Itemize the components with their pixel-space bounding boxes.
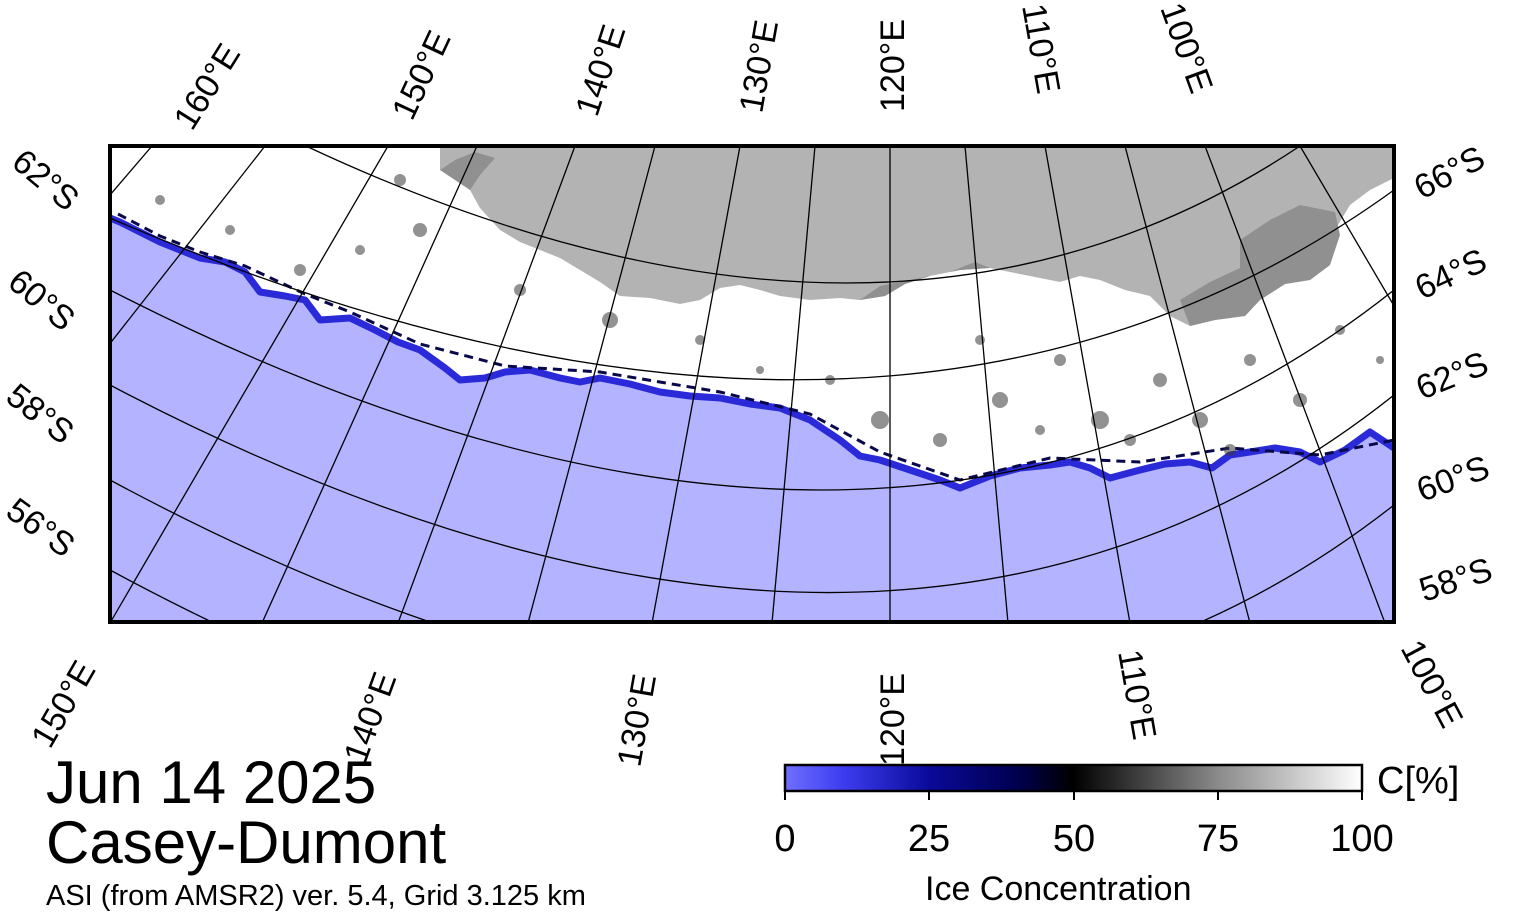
lon-line-100E <box>1204 146 1386 622</box>
colorbar-tick-label: 0 <box>774 818 796 860</box>
ice-edge-band <box>110 214 1394 492</box>
lon-line-135E <box>651 146 741 622</box>
lon-line-95E <box>1299 146 1394 308</box>
bottom-lon-label: 120°E <box>874 673 912 766</box>
map-date: Jun 14 2025 <box>46 749 377 816</box>
lon-line-145E <box>397 146 576 622</box>
lat-line-64S <box>110 189 1394 381</box>
right-lat-label: 58°S <box>1415 551 1497 610</box>
lon-line-115E <box>964 146 1009 622</box>
lon-line-130E <box>771 146 816 622</box>
lon-line-105E <box>1124 146 1251 622</box>
left-lat-label: 58°S <box>0 376 81 452</box>
bottom-lon-label: 130°E <box>610 671 664 769</box>
map-frame <box>108 144 1396 624</box>
top-longitude-labels: 160°E 150°E 140°E 130°E 120°E 110°E 100°… <box>167 0 1220 136</box>
lon-line-150E <box>261 146 478 622</box>
bottom-lon-label: 100°E <box>1393 634 1470 734</box>
colorbar-gradient <box>783 763 1364 793</box>
right-latitude-labels: 66°S 64°S 62°S 60°S 58°S <box>1408 139 1497 610</box>
colorbar-title: Ice Concentration <box>925 870 1192 908</box>
top-lon-label: 150°E <box>385 25 459 125</box>
lon-line-160E <box>110 146 266 345</box>
region-name: Casey-Dumont <box>46 809 447 876</box>
colorbar-unit: C[%] <box>1377 760 1460 802</box>
colorbar-tick-label: 75 <box>1196 818 1240 860</box>
lat-line-66S <box>305 146 1301 284</box>
lon-line-165E <box>110 146 153 196</box>
colorbar-tick-label: 50 <box>1052 818 1096 860</box>
graticule <box>110 146 1394 622</box>
left-lat-label: 56°S <box>0 491 82 565</box>
bottom-lon-label: 110°E <box>1110 647 1163 743</box>
right-lat-label: 66°S <box>1408 139 1491 207</box>
right-lat-label: 62°S <box>1411 344 1494 407</box>
left-lat-label: 60°S <box>1 262 82 339</box>
top-lon-label: 140°E <box>568 20 633 120</box>
colorbar <box>783 763 1364 800</box>
colorbar-tick-label: 100 <box>1330 818 1394 860</box>
lon-line-110E <box>1044 146 1131 622</box>
colorbar-ticks <box>784 791 1363 800</box>
product-info: ASI (from AMSR2) ver. 5.4, Grid 3.125 km <box>46 880 586 912</box>
lat-line-60S <box>110 384 1394 594</box>
right-lat-label: 60°S <box>1412 448 1495 509</box>
right-lat-label: 64°S <box>1409 241 1492 307</box>
bottom-lon-label: 150°E <box>24 654 103 754</box>
top-lon-label: 130°E <box>732 17 786 115</box>
antarctic-land <box>440 146 1394 326</box>
top-lon-label: 120°E <box>874 19 912 112</box>
lon-line-155E <box>110 146 389 622</box>
lat-line-58S <box>110 479 1394 622</box>
left-latitude-labels: 62°S 60°S 58°S 56°S <box>0 142 86 565</box>
colorbar-tick-label: 25 <box>907 818 951 860</box>
ice-edge-dark-band <box>117 212 1394 482</box>
left-lat-label: 62°S <box>5 142 86 219</box>
lat-line-62S <box>110 289 1394 491</box>
top-lon-label: 100°E <box>1152 0 1220 98</box>
lon-line-140E <box>527 146 656 622</box>
top-lon-label: 110°E <box>1014 1 1067 97</box>
map-area <box>110 146 1394 622</box>
top-lon-label: 160°E <box>167 37 249 136</box>
